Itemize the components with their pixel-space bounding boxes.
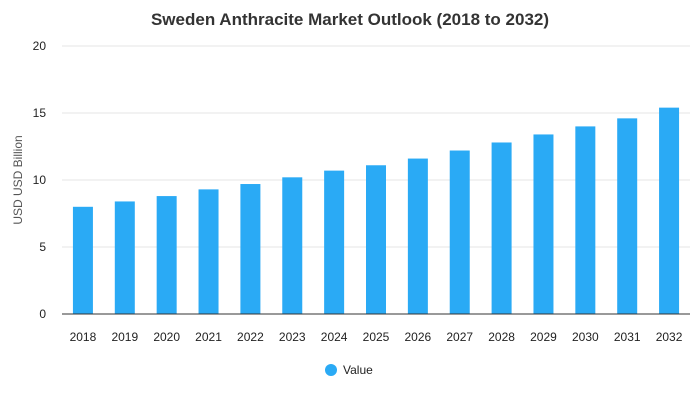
bar-2025[interactable]	[366, 165, 386, 314]
x-tick-label: 2026	[405, 330, 432, 344]
y-tick-label: 10	[33, 173, 47, 187]
y-axis-label: USD USD Billion	[11, 135, 25, 224]
x-tick-label: 2023	[279, 330, 306, 344]
bar-2030[interactable]	[575, 126, 596, 315]
bars	[72, 107, 680, 315]
y-tick-label: 0	[39, 307, 46, 321]
bar-2031[interactable]	[617, 118, 638, 314]
bar-2021[interactable]	[198, 189, 219, 314]
bar-2018[interactable]	[72, 206, 93, 314]
y-axis-ticks: 0 5 10 15 20	[33, 39, 47, 321]
legend-swatch-value	[325, 364, 337, 376]
bar-2032[interactable]	[659, 107, 680, 314]
bar-2023[interactable]	[282, 177, 303, 314]
x-tick-label: 2018	[70, 330, 97, 344]
x-tick-label: 2027	[446, 330, 473, 344]
bar-2024[interactable]	[324, 170, 345, 314]
bar-2027[interactable]	[449, 150, 470, 314]
x-tick-label: 2029	[530, 330, 557, 344]
x-tick-label: 2028	[488, 330, 515, 344]
bar-2020[interactable]	[156, 196, 177, 314]
x-axis-ticks: 2018 2019 2020 2021 2022 2023 2024 2025 2026 2027…	[70, 330, 683, 344]
x-tick-label: 2024	[321, 330, 348, 344]
bar-2028[interactable]	[491, 142, 512, 314]
bar-2022[interactable]	[240, 184, 261, 314]
legend-label-value: Value	[343, 363, 373, 377]
x-tick-label: 2030	[572, 330, 599, 344]
legend[interactable]: Value	[325, 363, 373, 377]
y-tick-label: 15	[33, 106, 47, 120]
x-tick-label: 2032	[656, 330, 683, 344]
bar-2026[interactable]	[407, 158, 428, 314]
bar-2029[interactable]	[533, 134, 554, 314]
x-tick-label: 2019	[111, 330, 138, 344]
x-tick-label: 2021	[195, 330, 222, 344]
y-tick-label: 20	[33, 39, 47, 53]
chart-title: Sweden Anthracite Market Outlook (2018 t…	[151, 10, 549, 29]
x-tick-label: 2022	[237, 330, 264, 344]
x-tick-label: 2025	[363, 330, 390, 344]
x-tick-label: 2020	[153, 330, 180, 344]
bar-2019[interactable]	[114, 201, 135, 314]
x-tick-label: 2031	[614, 330, 641, 344]
y-tick-label: 5	[39, 240, 46, 254]
